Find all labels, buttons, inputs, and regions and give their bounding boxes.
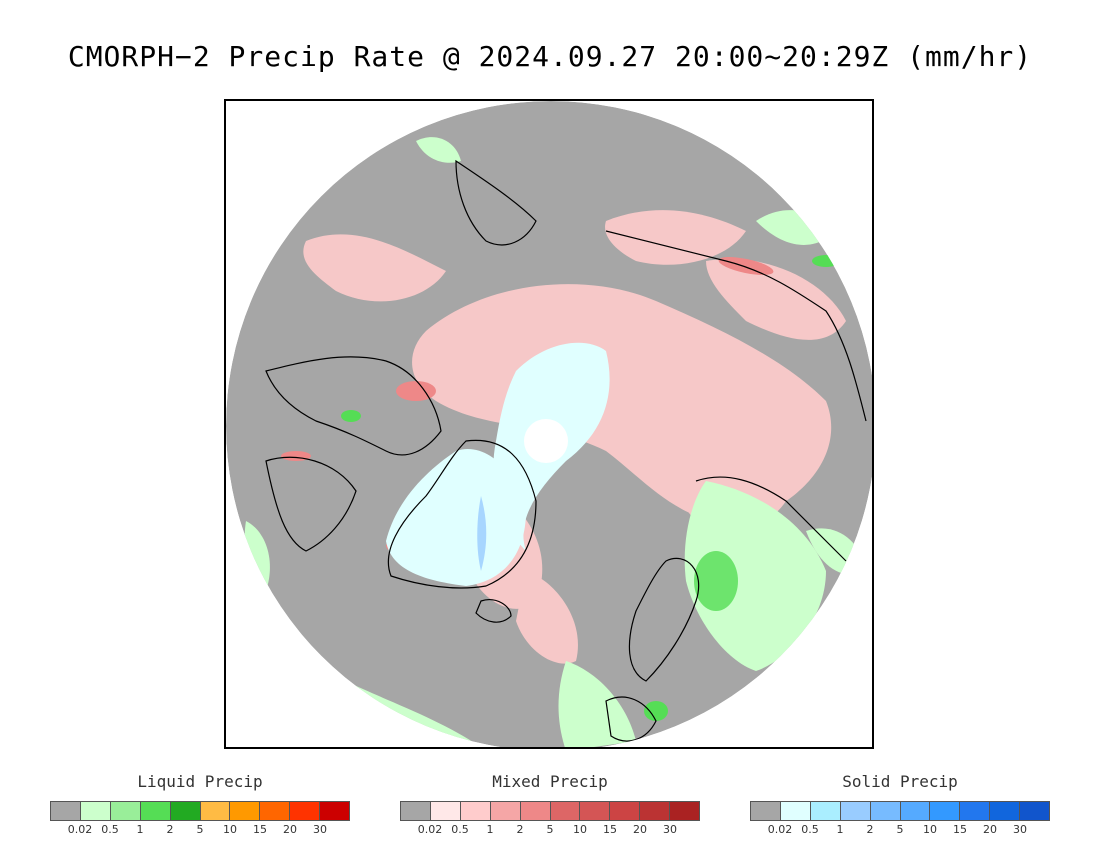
color-swatch: [610, 802, 641, 820]
color-swatch: [520, 802, 551, 820]
color-swatch: [990, 802, 1021, 820]
color-swatch: [810, 802, 841, 820]
color-swatch: [870, 802, 901, 820]
map-title: CMORPH−2 Precip Rate @ 2024.09.27 20:00~…: [67, 40, 1033, 73]
color-swatch: [51, 802, 81, 820]
color-bar: [750, 801, 1050, 821]
color-bar: [50, 801, 350, 821]
tick-label: 30: [663, 823, 677, 836]
color-swatch: [170, 802, 201, 820]
color-swatch: [640, 802, 671, 820]
greenland-coast: [387, 439, 537, 589]
solid-precip-moderate: [477, 496, 487, 571]
tick-label: 20: [633, 823, 647, 836]
tick-label: 2: [866, 823, 874, 836]
color-swatch: [960, 802, 991, 820]
tick-label: 0.5: [801, 823, 819, 836]
europe-coast: [605, 696, 657, 742]
legend-solid-precip: Solid Precip 0.02 0.5 1 2 5 10 15 20 30: [750, 772, 1050, 837]
tick-label: 5: [546, 823, 554, 836]
color-swatch: [290, 802, 321, 820]
tick-labels: 0.02 0.5 1 2 5 10 15 20 30: [400, 823, 700, 837]
color-swatch: [490, 802, 521, 820]
tick-label: 1: [836, 823, 844, 836]
tick-label: 10: [573, 823, 587, 836]
alaska-coast: [455, 159, 537, 246]
tick-labels: 0.02 0.5 1 2 5 10 15 20 30: [750, 823, 1050, 837]
tick-label: 15: [953, 823, 967, 836]
tick-label: 15: [253, 823, 267, 836]
color-swatch: [140, 802, 171, 820]
color-swatch: [401, 802, 431, 820]
color-bar: [400, 801, 700, 821]
canada-arctic-coast: [265, 356, 442, 456]
map-panel: [224, 99, 874, 749]
siberia-coast: [605, 230, 867, 422]
north-pole-snow: [524, 419, 568, 463]
tick-label: 1: [486, 823, 494, 836]
color-swatch: [320, 802, 350, 820]
hudson-bay-coast: [265, 456, 357, 552]
legend-title: Mixed Precip: [492, 772, 608, 791]
color-swatch: [670, 802, 700, 820]
tick-label: 5: [196, 823, 204, 836]
tick-label: 30: [1013, 823, 1027, 836]
tick-label: 0.02: [417, 823, 443, 836]
tick-label: 1: [136, 823, 144, 836]
mixed-precip-areas: [303, 210, 846, 664]
tick-label: 5: [896, 823, 904, 836]
color-swatch: [1020, 802, 1050, 820]
color-swatch: [260, 802, 291, 820]
tick-label: 10: [923, 823, 937, 836]
color-swatch: [780, 802, 811, 820]
scandinavia-coast: [628, 557, 700, 682]
tick-label: 10: [223, 823, 237, 836]
color-swatch: [200, 802, 231, 820]
color-swatch: [900, 802, 931, 820]
russia-coast: [695, 476, 847, 562]
tick-label: 30: [313, 823, 327, 836]
tick-label: 20: [283, 823, 297, 836]
iceland-coast: [475, 599, 512, 623]
color-swatch: [230, 802, 261, 820]
tick-label: 0.02: [67, 823, 93, 836]
color-swatch: [460, 802, 491, 820]
color-swatch: [110, 802, 141, 820]
color-swatch: [751, 802, 781, 820]
tick-label: 2: [516, 823, 524, 836]
tick-label: 15: [603, 823, 617, 836]
color-swatch: [930, 802, 961, 820]
color-swatch: [550, 802, 581, 820]
polar-precip-map: [226, 101, 872, 747]
legend-title: Liquid Precip: [137, 772, 263, 791]
tick-label: 0.02: [767, 823, 793, 836]
tick-label: 0.5: [101, 823, 119, 836]
tick-label: 0.5: [451, 823, 469, 836]
color-swatch: [840, 802, 871, 820]
legend-title: Solid Precip: [842, 772, 958, 791]
tick-label: 20: [983, 823, 997, 836]
color-swatch: [80, 802, 111, 820]
legend-liquid-precip: Liquid Precip 0.02 0.5 1 2 5 10 15 20 30: [50, 772, 350, 837]
tick-labels: 0.02 0.5 1 2 5 10 15 20 30: [50, 823, 350, 837]
color-swatch: [430, 802, 461, 820]
tick-label: 2: [166, 823, 174, 836]
legend-mixed-precip: Mixed Precip 0.02 0.5 1 2 5 10 15 20 30: [400, 772, 700, 837]
coastlines: [265, 159, 867, 742]
color-swatch: [580, 802, 611, 820]
